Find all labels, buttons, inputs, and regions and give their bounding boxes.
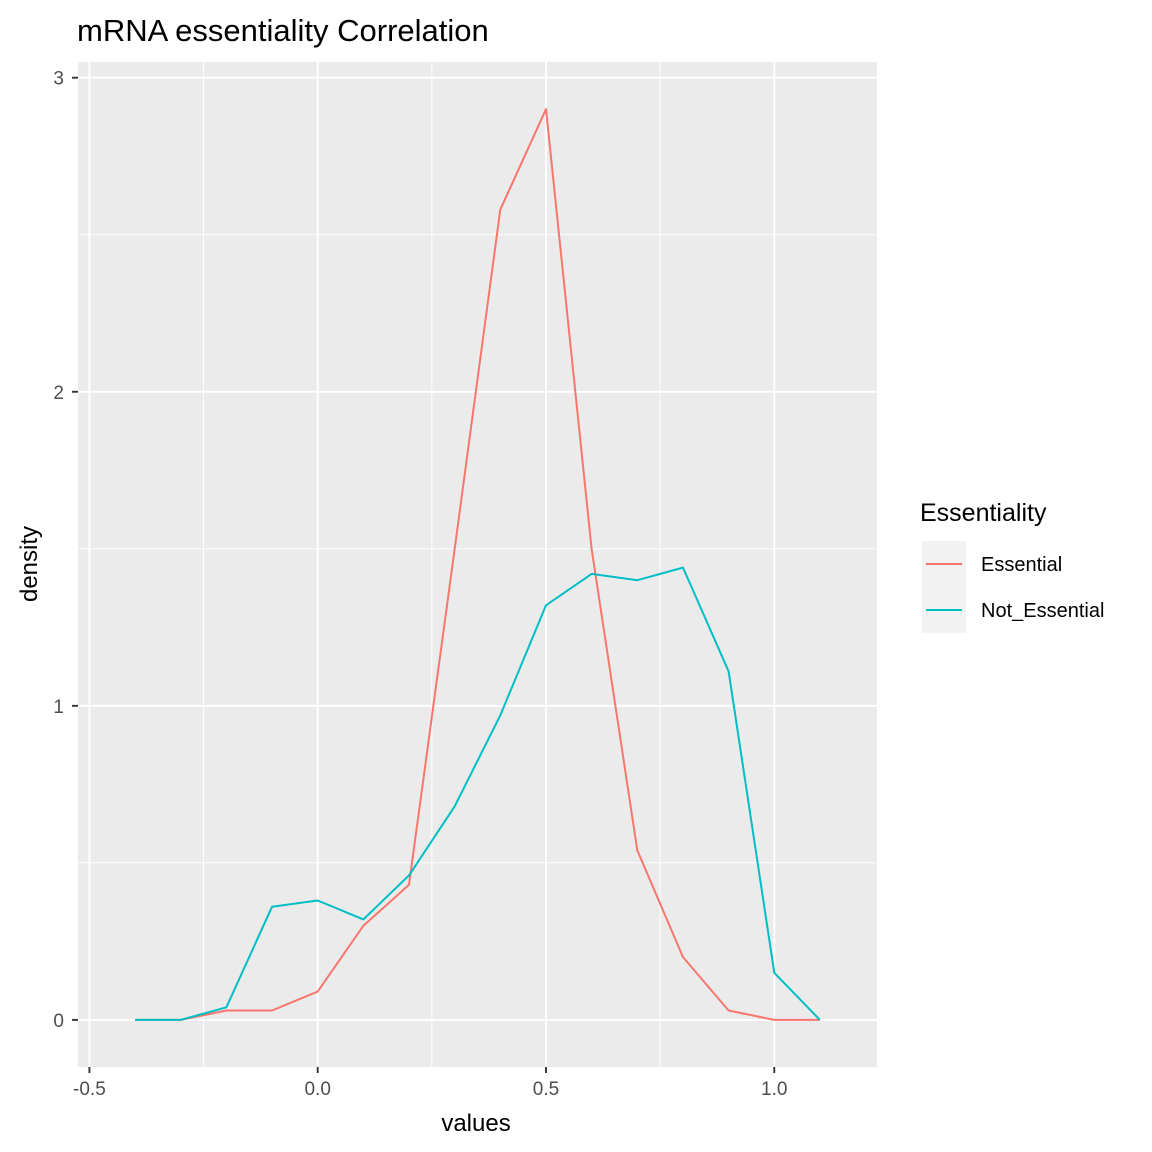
axis-ticks [72, 76, 776, 1073]
chart-title: mRNA essentiality Correlation [77, 13, 489, 48]
minor-gridlines [78, 62, 877, 1067]
x-tick-labels: -0.5 0.0 0.5 1.0 [73, 1079, 787, 1100]
series-layer [135, 108, 821, 1021]
legend-label-not-essential: Not_Essential [981, 600, 1104, 622]
x-tick-label: 0.5 [533, 1079, 559, 1100]
y-tick-label: 0 [53, 1011, 64, 1032]
plot-panel [78, 62, 877, 1067]
series-line-essential [135, 108, 820, 1021]
legend-title: Essentiality [920, 499, 1047, 527]
x-tick-label: 0.0 [304, 1079, 330, 1100]
major-gridlines [78, 62, 877, 1067]
series-line-not-essential [135, 566, 821, 1021]
y-tick-label: 3 [53, 69, 64, 90]
legend-items: Essential Not_Essential [922, 541, 1104, 633]
y-axis-title: density [16, 526, 43, 602]
x-tick-label: -0.5 [73, 1079, 106, 1100]
x-tick-label: 1.0 [761, 1079, 787, 1100]
y-tick-label: 1 [53, 697, 64, 718]
legend: Essentiality Essential Not_Essential [920, 499, 1104, 633]
legend-label-essential: Essential [981, 554, 1062, 576]
x-axis-title: values [441, 1110, 510, 1137]
y-tick-labels: 0 1 2 3 [53, 69, 64, 1032]
y-tick-label: 2 [53, 383, 64, 404]
